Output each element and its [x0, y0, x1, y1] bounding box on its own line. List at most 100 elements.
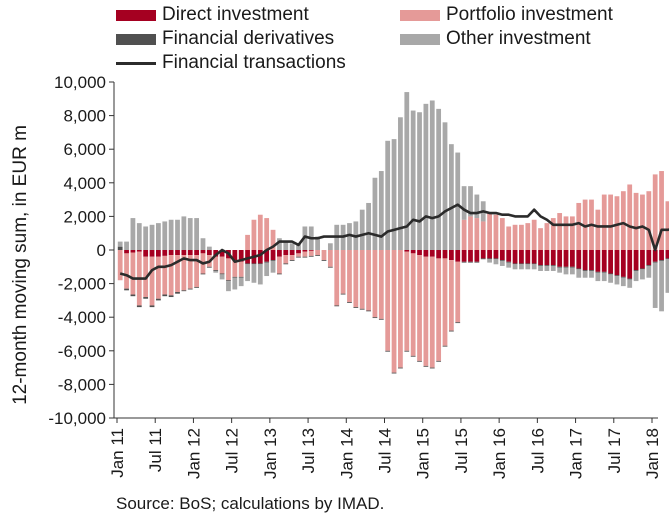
legend-line-financial-transactions [116, 61, 156, 65]
bar-other-investment [372, 177, 378, 250]
legend-item-financial-transactions: Financial transactions [116, 52, 346, 74]
bar-portfolio-investment [436, 258, 442, 361]
bar-financial-derivatives [512, 263, 518, 265]
y-tick-label: -8,000 [58, 375, 106, 394]
bar-direct-investment [569, 250, 575, 267]
bar-portfolio-investment [640, 194, 645, 250]
bar-direct-investment [245, 250, 250, 264]
bar-portfolio-investment [448, 260, 454, 331]
bar-other-investment [627, 279, 633, 288]
bar-financial-derivatives [149, 305, 155, 308]
bar-portfolio-investment [404, 251, 410, 351]
bar-other-investment [213, 271, 219, 273]
bar-direct-investment [417, 250, 422, 256]
x-tick-label: Jul 16 [528, 428, 547, 473]
bar-direct-investment [296, 250, 301, 254]
bar-financial-derivatives [232, 276, 238, 278]
bar-portfolio-investment [162, 255, 168, 295]
bar-financial-derivatives [315, 255, 321, 256]
bar-other-investment [455, 152, 461, 250]
bar-financial-derivatives [340, 293, 346, 295]
legend-label: Portfolio investment [446, 4, 613, 25]
legend: Direct investment Portfolio investment F… [116, 2, 656, 76]
bar-financial-derivatives [296, 256, 301, 258]
bar-financial-derivatives [455, 322, 461, 324]
bar-other-investment [423, 103, 429, 250]
bar-direct-investment [455, 250, 461, 262]
bar-direct-investment [168, 250, 174, 256]
bar-other-investment [219, 274, 225, 280]
bar-portfolio-investment [213, 256, 219, 271]
bar-portfolio-investment [480, 221, 486, 250]
bar-other-investment [499, 260, 505, 266]
bar-portfolio-investment [429, 256, 435, 368]
bar-portfolio-investment [576, 202, 582, 250]
bar-financial-derivatives [487, 258, 492, 260]
line-series-group [119, 203, 669, 280]
bar-financial-derivatives [251, 263, 257, 265]
bar-financial-derivatives [550, 265, 556, 266]
x-tick-label: Jan 11 [108, 428, 127, 478]
bar-other-investment [531, 264, 537, 270]
bar-other-investment [347, 223, 352, 250]
bar-direct-investment [143, 250, 149, 257]
bar-portfolio-investment [372, 250, 378, 318]
bar-financial-derivatives [569, 266, 575, 268]
bar-portfolio-investment [283, 255, 289, 264]
legend-swatch-portfolio-investment [400, 9, 440, 21]
y-tick-label: 8,000 [63, 107, 106, 126]
x-tick-label: Jan 14 [337, 428, 356, 479]
bar-other-investment [417, 112, 422, 251]
bar-other-investment [569, 267, 575, 275]
bar-portfolio-investment [582, 199, 588, 250]
bar-other-investment [124, 241, 129, 250]
bar-other-investment [315, 236, 321, 250]
x-tick-label: Jan 18 [643, 428, 662, 479]
bar-direct-investment [646, 250, 652, 266]
bar-portfolio-investment [665, 201, 669, 250]
bar-financial-derivatives [461, 261, 467, 263]
x-tick-label: Jan 15 [414, 428, 433, 479]
bar-direct-investment [423, 250, 429, 257]
bar-financial-derivatives [576, 268, 582, 270]
bar-direct-investment [582, 250, 588, 271]
bar-portfolio-investment [474, 218, 480, 250]
bar-direct-investment [289, 250, 295, 256]
bar-other-investment [429, 100, 435, 250]
bar-portfolio-investment [181, 255, 187, 291]
source-note: Source: BoS; calculations by IMAD. [116, 494, 385, 513]
bar-portfolio-investment [149, 256, 155, 306]
bar-financial-derivatives [519, 263, 524, 265]
bar-financial-derivatives [353, 307, 359, 308]
bar-portfolio-investment [238, 261, 244, 277]
bar-portfolio-investment [659, 171, 664, 250]
bar-direct-investment [589, 250, 594, 271]
bar-portfolio-investment [168, 255, 174, 296]
bar-direct-investment [136, 250, 142, 252]
bar-direct-investment [480, 250, 486, 259]
bar-portfolio-investment [506, 226, 512, 250]
bar-financial-derivatives [289, 260, 295, 261]
bar-financial-derivatives [219, 273, 225, 275]
bar-portfolio-investment [487, 213, 492, 250]
bar-financial-derivatives [442, 345, 448, 347]
bar-other-investment [512, 264, 518, 270]
bar-other-investment [149, 224, 155, 250]
bar-direct-investment [175, 250, 180, 256]
bar-direct-investment [232, 250, 238, 261]
bar-other-investment [404, 92, 410, 250]
bar-financial-derivatives [194, 286, 200, 288]
bar-direct-investment [659, 250, 664, 261]
bar-financial-derivatives [506, 261, 512, 263]
bar-direct-investment [627, 250, 633, 279]
bar-portfolio-investment [620, 191, 626, 250]
bar-direct-investment [187, 250, 193, 256]
bar-financial-derivatives [620, 276, 626, 278]
bar-other-investment [398, 117, 403, 250]
bar-other-investment [264, 262, 270, 277]
x-axis: Jan 11 Jul 11 Jan 12 Jul 12 Jan 13 Jul 13 Jan … [108, 417, 662, 479]
bar-portfolio-investment [175, 255, 180, 292]
bar-other-investment [589, 271, 594, 278]
bar-portfolio-investment [608, 194, 613, 250]
bar-financial-derivatives [162, 294, 168, 297]
